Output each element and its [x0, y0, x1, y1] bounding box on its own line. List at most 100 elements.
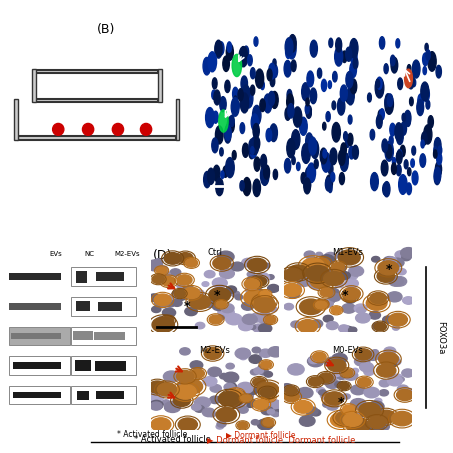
Circle shape: [193, 295, 202, 301]
Circle shape: [285, 386, 298, 395]
Circle shape: [437, 165, 441, 175]
Circle shape: [402, 113, 405, 121]
Circle shape: [348, 90, 353, 101]
Circle shape: [294, 400, 313, 413]
Circle shape: [177, 275, 192, 285]
Circle shape: [310, 270, 326, 281]
Circle shape: [425, 43, 428, 51]
Text: * Activated follicle: * Activated follicle: [116, 430, 187, 439]
Circle shape: [152, 306, 161, 313]
Circle shape: [154, 294, 171, 306]
Circle shape: [250, 289, 265, 299]
Circle shape: [408, 73, 414, 89]
Circle shape: [327, 298, 335, 303]
Circle shape: [370, 293, 386, 304]
Circle shape: [217, 315, 224, 320]
Circle shape: [392, 158, 395, 165]
Circle shape: [219, 110, 228, 132]
Circle shape: [378, 423, 389, 431]
FancyBboxPatch shape: [71, 327, 135, 345]
Circle shape: [387, 376, 402, 386]
Circle shape: [226, 313, 242, 325]
Circle shape: [251, 114, 258, 131]
Circle shape: [240, 123, 245, 134]
Circle shape: [216, 301, 226, 308]
Circle shape: [434, 167, 441, 183]
Circle shape: [226, 286, 236, 293]
Circle shape: [283, 269, 301, 281]
Circle shape: [288, 292, 295, 296]
Circle shape: [395, 126, 401, 138]
Circle shape: [238, 406, 248, 413]
Circle shape: [384, 182, 390, 197]
Circle shape: [271, 92, 278, 108]
Circle shape: [302, 83, 309, 101]
Circle shape: [337, 420, 346, 426]
Circle shape: [328, 184, 332, 193]
Circle shape: [212, 138, 218, 153]
Circle shape: [202, 408, 215, 417]
Circle shape: [215, 40, 222, 57]
Text: Dil (+)  Mφ-: Dil (+) Mφ-: [386, 19, 423, 24]
Text: * Activated follicle: * Activated follicle: [134, 435, 211, 444]
Circle shape: [244, 279, 260, 289]
Circle shape: [393, 277, 407, 286]
Circle shape: [260, 312, 270, 319]
Circle shape: [349, 266, 364, 276]
Circle shape: [341, 326, 353, 335]
Circle shape: [406, 183, 411, 195]
Circle shape: [306, 133, 313, 150]
Circle shape: [352, 145, 358, 159]
Circle shape: [325, 392, 344, 405]
Circle shape: [231, 262, 244, 271]
Circle shape: [352, 368, 359, 373]
Circle shape: [241, 395, 251, 402]
Circle shape: [319, 390, 327, 395]
Circle shape: [262, 405, 278, 415]
Circle shape: [231, 98, 239, 116]
Circle shape: [318, 271, 334, 282]
Circle shape: [252, 276, 267, 286]
Circle shape: [183, 286, 195, 295]
Circle shape: [342, 288, 360, 300]
Circle shape: [226, 383, 236, 390]
FancyBboxPatch shape: [71, 267, 135, 286]
Circle shape: [436, 65, 441, 78]
Circle shape: [346, 47, 352, 61]
FancyBboxPatch shape: [95, 361, 126, 371]
Circle shape: [397, 385, 409, 393]
FancyBboxPatch shape: [94, 332, 125, 340]
Circle shape: [343, 291, 357, 301]
Circle shape: [244, 290, 265, 305]
Circle shape: [255, 401, 266, 409]
Circle shape: [281, 384, 293, 391]
Circle shape: [353, 415, 360, 420]
Circle shape: [348, 133, 353, 145]
Circle shape: [232, 150, 236, 160]
Circle shape: [299, 415, 315, 426]
Circle shape: [287, 90, 292, 101]
Circle shape: [347, 87, 354, 105]
Circle shape: [207, 168, 214, 184]
Circle shape: [435, 162, 442, 176]
Circle shape: [242, 143, 249, 157]
Text: *: *: [386, 263, 392, 276]
Circle shape: [337, 251, 351, 260]
Circle shape: [254, 367, 263, 374]
Circle shape: [265, 316, 276, 323]
Circle shape: [331, 307, 342, 314]
Circle shape: [241, 76, 247, 91]
FancyBboxPatch shape: [76, 301, 90, 311]
Circle shape: [181, 379, 202, 394]
Text: Ctrl: Ctrl: [207, 248, 222, 257]
Circle shape: [235, 348, 251, 359]
Circle shape: [162, 316, 174, 325]
Circle shape: [421, 82, 429, 101]
Circle shape: [251, 313, 264, 322]
Circle shape: [372, 350, 378, 354]
FancyBboxPatch shape: [96, 272, 124, 281]
Circle shape: [332, 262, 345, 271]
Circle shape: [222, 391, 244, 406]
Circle shape: [309, 258, 319, 264]
Circle shape: [396, 151, 402, 164]
